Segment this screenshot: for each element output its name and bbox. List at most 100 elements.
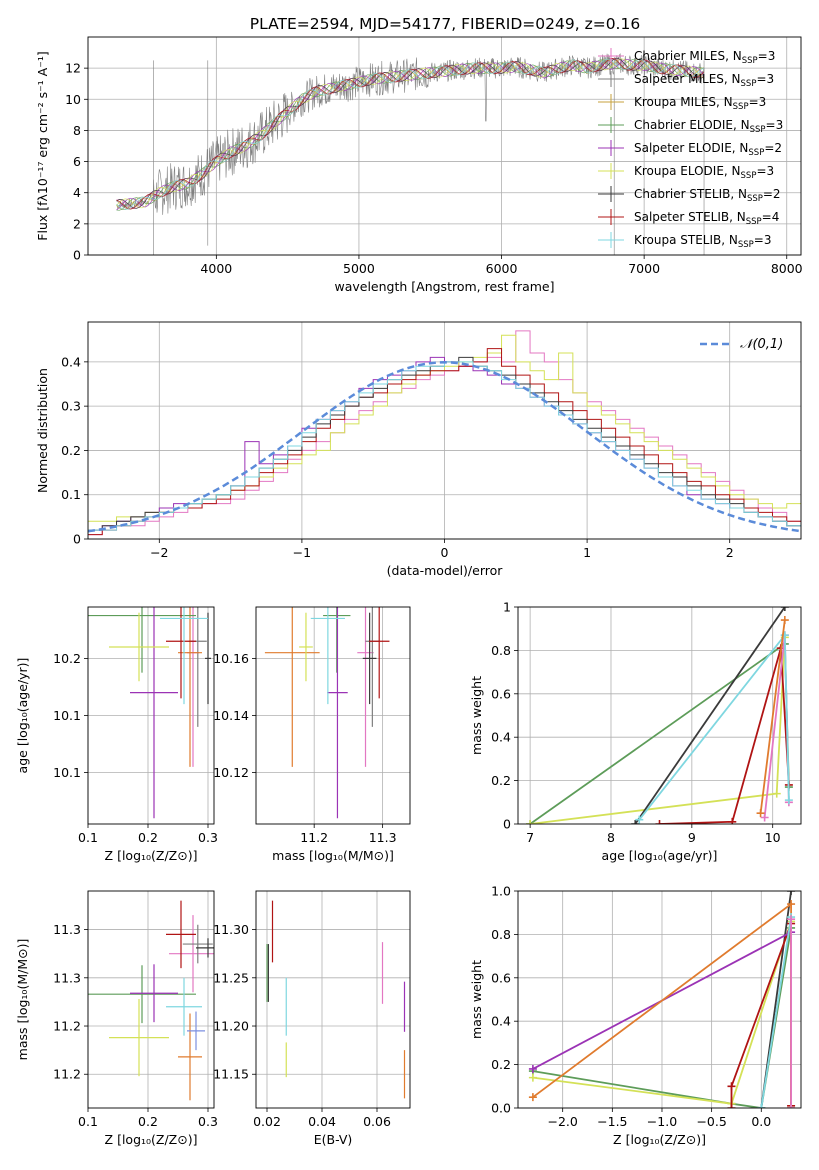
legend-entry: Chabrier MILES, NSSP=3 — [598, 48, 775, 66]
model-line — [116, 59, 705, 211]
x-tick-label: −0.5 — [696, 1114, 726, 1129]
legend-label-text: Chabrier ELODIE, N — [634, 118, 750, 132]
y-tick-label: 1 — [503, 600, 511, 615]
errorbar-point — [166, 607, 196, 699]
errorbar-point — [323, 607, 351, 673]
plot-area — [526, 607, 793, 824]
legend-label: Kroupa STELIB, NSSP=3 — [634, 233, 772, 250]
errorbar-point — [88, 607, 196, 673]
x-tick-label: 0 — [441, 545, 449, 560]
x-axis-label: mass [log₁₀(M/M⊙)] — [272, 848, 394, 863]
plot-area — [88, 607, 211, 819]
axes-frame — [517, 890, 802, 1109]
y-tick-label: 10.1 — [53, 708, 81, 723]
weight-marker — [727, 1104, 736, 1108]
x-tick-label: 6000 — [486, 261, 518, 276]
legend-label-text: Kroupa ELODIE, N — [634, 164, 741, 178]
legend-label-value: =3 — [758, 49, 776, 63]
legend-entry: Salpeter STELIB, NSSP=4 — [598, 209, 779, 227]
legend-label-sub: SSP — [742, 56, 758, 66]
axes-frame — [87, 321, 802, 540]
legend-label-value: =3 — [756, 72, 774, 86]
model-line — [116, 57, 705, 209]
legend-label-text: Kroupa STELIB, N — [634, 233, 738, 247]
y-axis-label: Flux [fλ10⁻¹⁷ erg cm⁻² s⁻¹ A⁻¹] — [35, 51, 50, 240]
data-spectrum-line — [116, 53, 705, 215]
y-tick-label: 0.8 — [491, 927, 511, 942]
x-tick-label: 0.3 — [198, 830, 218, 845]
y-tick-label: 10.16 — [213, 651, 249, 666]
legend-entry: Kroupa ELODIE, NSSP=3 — [598, 163, 774, 181]
weight-marker — [728, 817, 737, 824]
legend-label-value: =3 — [749, 95, 767, 109]
y-tick-label: 11.2 — [53, 1019, 81, 1034]
errorbar-point — [109, 612, 169, 682]
y-tick-label: 11.3 — [53, 970, 81, 985]
plot-area — [88, 900, 214, 1101]
weight-marker — [756, 809, 765, 818]
legend-label-text: Kroupa MILES, N — [634, 95, 733, 109]
weight-marker — [787, 915, 796, 924]
errorbar-point — [169, 915, 214, 993]
x-axis-label: age [log₁₀(age/yr)] — [602, 848, 718, 863]
x-tick-label: 1 — [583, 545, 591, 560]
y-tick-label: 10.1 — [53, 765, 81, 780]
axes-frame — [87, 890, 215, 1109]
legend-label-sub: SSP — [738, 240, 754, 250]
axes-mass_vs_ebv: 0.02 0.04 0.06 11.15 11.20 11.25 11.30 E(B-V) — [213, 890, 411, 1147]
x-tick-label: 2 — [726, 545, 734, 560]
x-tick-label: 8000 — [771, 261, 803, 276]
histogram-step — [88, 361, 801, 539]
y-tick-label: 0 — [503, 817, 511, 832]
weight-marker — [787, 900, 796, 909]
weight-line — [638, 632, 790, 821]
legend-entry: Chabrier ELODIE, NSSP=3 — [598, 117, 783, 135]
legend-label-text: Salpeter ELODIE, N — [634, 141, 748, 155]
y-tick-label: 0.8 — [491, 643, 511, 658]
figure-title: PLATE=2594, MJD=54177, FIBERID=0249, z=0… — [250, 15, 640, 33]
legend-label-text: Salpeter STELIB, N — [634, 210, 746, 224]
y-tick-label: 0.3 — [61, 399, 81, 414]
model-line — [116, 58, 705, 211]
plot-area — [264, 607, 390, 819]
x-tick-label: −1.0 — [647, 1114, 677, 1129]
errorbar-point — [310, 607, 345, 705]
x-tick-label: 4000 — [200, 261, 232, 276]
weight-marker — [780, 607, 789, 611]
errorbar-point — [130, 607, 178, 819]
legend-label-value: =2 — [763, 187, 781, 201]
legend-label: Chabrier ELODIE, NSSP=3 — [634, 118, 783, 135]
x-tick-label: −1.5 — [597, 1114, 627, 1129]
axes-frame — [255, 890, 411, 1109]
y-tick-label: 12 — [65, 61, 81, 76]
errorbar-point — [299, 612, 313, 682]
x-tick-label: 11.3 — [369, 830, 397, 845]
model-line — [116, 58, 705, 209]
weight-marker — [760, 813, 769, 822]
legend-label-value: =4 — [762, 210, 780, 224]
weight-marker — [528, 1073, 537, 1082]
model-line — [116, 57, 705, 209]
weight-marker — [526, 820, 535, 824]
weight-marker — [787, 891, 796, 895]
histogram-step — [88, 348, 801, 539]
errorbar-point — [130, 964, 178, 1023]
weight-marker — [757, 1104, 766, 1108]
errorbar-point — [368, 607, 390, 699]
weight-marker — [780, 616, 789, 625]
x-axis-label: Z [log₁₀(Z/Z⊙)] — [105, 1132, 198, 1147]
weight-marker — [528, 1064, 537, 1073]
legend-label-value: =3 — [754, 233, 772, 247]
x-tick-label: 0.04 — [308, 1114, 336, 1129]
x-tick-label: 5000 — [343, 261, 375, 276]
legend-label-sub: SSP — [741, 79, 757, 89]
axes-frame — [517, 606, 802, 825]
x-axis-label: (data-model)/error — [387, 563, 504, 578]
axes-spectrum: 4000 5000 6000 7000 8000 0 2 4 6 8 10 12 wavelength … — [35, 36, 803, 294]
errorbar-point — [166, 900, 196, 969]
plot-area — [88, 330, 801, 539]
y-tick-label: 0.2 — [491, 1057, 511, 1072]
weight-marker — [655, 820, 664, 824]
axes-weight_vs_age: 7 8 9 10 0 0.2 0.4 0.6 0.8 1 age [log₁₀(age/yr)] ma… — [469, 600, 802, 863]
weight-marker — [635, 815, 644, 824]
